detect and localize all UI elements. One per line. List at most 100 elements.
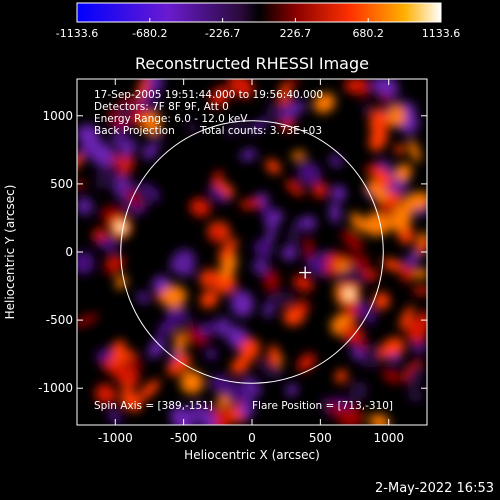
texture-blob [395, 163, 412, 182]
texture-blob [387, 106, 406, 127]
texture-blob [224, 119, 246, 138]
texture-blob [147, 94, 162, 114]
texture-blob [115, 107, 131, 119]
texture-blob [95, 162, 122, 184]
texture-blob [368, 414, 391, 425]
texture-blob [219, 379, 238, 397]
x-tick-label-1: -500 [170, 431, 197, 445]
annotation-method: Back Projection [94, 125, 175, 137]
texture-blob [285, 179, 305, 196]
texture-blob [160, 285, 187, 308]
texture-blob [117, 138, 136, 158]
texture-blob [186, 121, 199, 134]
colorbar-tick-label-3: 226.7 [280, 27, 312, 40]
texture-blob [125, 188, 142, 209]
texture-blob [265, 224, 276, 247]
texture-blob [287, 228, 300, 245]
texture-blob [174, 249, 196, 270]
x-tick-label-4: 1000 [373, 431, 404, 445]
texture-blob [77, 179, 85, 190]
texture-blob [297, 161, 322, 185]
texture-blob [279, 100, 306, 120]
texture-blob [230, 356, 250, 375]
texture-blob [329, 202, 341, 224]
y-tick-label-2: 0 [65, 245, 73, 259]
texture-blob [136, 79, 149, 101]
texture-blob [241, 376, 262, 397]
texture-blob [208, 185, 228, 204]
colorbar [76, 2, 442, 23]
texture-blob [209, 224, 225, 243]
texture-blob [388, 354, 401, 364]
annotation-energy-range: Energy Range: 6.0 - 12.0 keV [94, 113, 248, 125]
texture-blob [266, 101, 283, 123]
chart-title: Reconstructed RHESSI Image [135, 54, 369, 73]
texture-blob [180, 370, 204, 394]
texture-blob [407, 365, 424, 389]
y-tick-label-1: -500 [46, 313, 73, 327]
texture-blob [394, 144, 406, 155]
spin-axis-marker [299, 266, 312, 279]
texture-blob [360, 104, 374, 114]
texture-blob [149, 131, 165, 149]
texture-blob [252, 259, 269, 275]
texture-blob [213, 271, 237, 294]
texture-blob [380, 337, 405, 360]
texture-blob [263, 269, 280, 292]
texture-blob [95, 348, 113, 363]
texture-blob [408, 139, 421, 163]
x-tick-label-0: -1000 [98, 431, 133, 445]
annotation-detectors: Detectors: 7F 8F 9F, Att 0 [94, 101, 229, 113]
x-tick-label-2: 0 [248, 431, 256, 445]
colorbar-tick-label-5: 1133.6 [422, 27, 461, 40]
texture-blob [92, 228, 107, 242]
x-tick-label-3: 500 [309, 431, 332, 445]
y-tick-label-0: -1000 [38, 381, 73, 395]
x-axis-label: Heliocentric X (arcsec) [184, 448, 320, 462]
texture-blob [337, 268, 367, 289]
texture-blob [138, 182, 161, 201]
texture-blob [331, 185, 347, 202]
texture-blob [405, 252, 420, 266]
texture-blob [248, 118, 269, 134]
texture-blob [138, 379, 160, 401]
texture-blob [372, 169, 392, 188]
texture-blob [230, 290, 254, 318]
texture-blob [382, 368, 401, 384]
texture-blob [401, 266, 415, 283]
texture-blob [305, 256, 328, 275]
texture-blob [296, 299, 309, 314]
texture-blob [239, 198, 262, 210]
texture-blob [341, 229, 364, 252]
texture-blob [106, 255, 125, 268]
texture-blob [95, 180, 108, 190]
texture-blob [373, 192, 388, 202]
texture-blob [390, 204, 413, 232]
heatmap-image [77, 79, 427, 425]
texture-blob [214, 317, 232, 338]
colorbar-tick-label-4: 680.2 [352, 27, 384, 40]
texture-blob [329, 401, 346, 419]
texture-blob [266, 292, 295, 306]
texture-blob [260, 204, 273, 219]
texture-blob [239, 338, 260, 361]
texture-blob [213, 407, 231, 425]
annotation-block: 17-Sep-2005 19:51:44.000 to 19:56:40.000… [94, 89, 393, 412]
texture-blob [386, 191, 402, 207]
texture-blob [77, 197, 94, 216]
texture-blob [406, 317, 427, 344]
texture-blob [228, 79, 254, 98]
texture-blob [302, 215, 317, 231]
texture-blob [359, 88, 370, 99]
texture-blob [218, 238, 238, 262]
hot-spot-core-0 [345, 290, 353, 298]
texture-blob [349, 381, 368, 401]
texture-blob [407, 389, 423, 402]
texture-blob [238, 402, 255, 418]
footer-timestamp: 2-May-2022 16:53 [375, 481, 494, 496]
texture-blob [189, 198, 211, 217]
texture-blob [297, 353, 316, 372]
colorbar-tick-label-1: -680.2 [132, 27, 167, 40]
texture-blob [313, 92, 336, 114]
